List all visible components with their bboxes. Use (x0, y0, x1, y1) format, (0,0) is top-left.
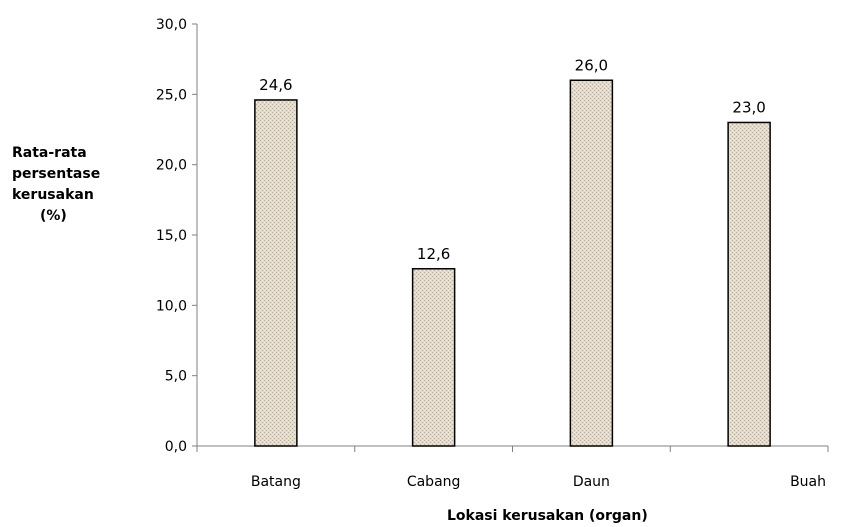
data-label: 26,0 (575, 56, 608, 74)
x-tick-label: Daun (573, 474, 610, 490)
data-label: 12,6 (417, 245, 450, 263)
data-label: 24,6 (259, 76, 292, 94)
bar (727, 121, 771, 447)
data-labels: 24,6 12,6 26,0 23,0 (259, 56, 766, 262)
data-label: 23,0 (732, 98, 765, 116)
x-tick-label: Batang (251, 474, 301, 490)
y-tick-label: 5,0 (165, 369, 187, 385)
y-tick-label: 25,0 (156, 87, 187, 103)
y-axis-title-unit: (%) (40, 208, 67, 224)
bar (254, 99, 298, 447)
y-tick-label: 15,0 (156, 228, 187, 244)
x-tick-label: Cabang (407, 474, 461, 490)
bars (254, 79, 771, 447)
bar (569, 79, 614, 447)
bar (411, 268, 456, 447)
y-axis-title-line: kerusakan (12, 187, 94, 203)
y-tick-label: 30,0 (156, 17, 187, 33)
y-axis: 0,0 5,0 10,0 15,0 20,0 25,0 30,0 (156, 17, 198, 455)
y-tick-label: 10,0 (156, 298, 187, 314)
y-axis-title-line: Rata-rata (12, 145, 87, 161)
x-axis-title: Lokasi kerusakan (organ) (447, 508, 648, 524)
y-axis-title: Rata-rata persentase kerusakan (%) (12, 143, 122, 227)
x-tick-label: Buah (790, 474, 826, 490)
y-tick-label: 20,0 (156, 158, 187, 174)
y-tick-label: 0,0 (165, 439, 187, 455)
x-axis: Batang Cabang Daun Buah (196, 445, 829, 490)
y-axis-title-line: persentase (12, 166, 101, 182)
